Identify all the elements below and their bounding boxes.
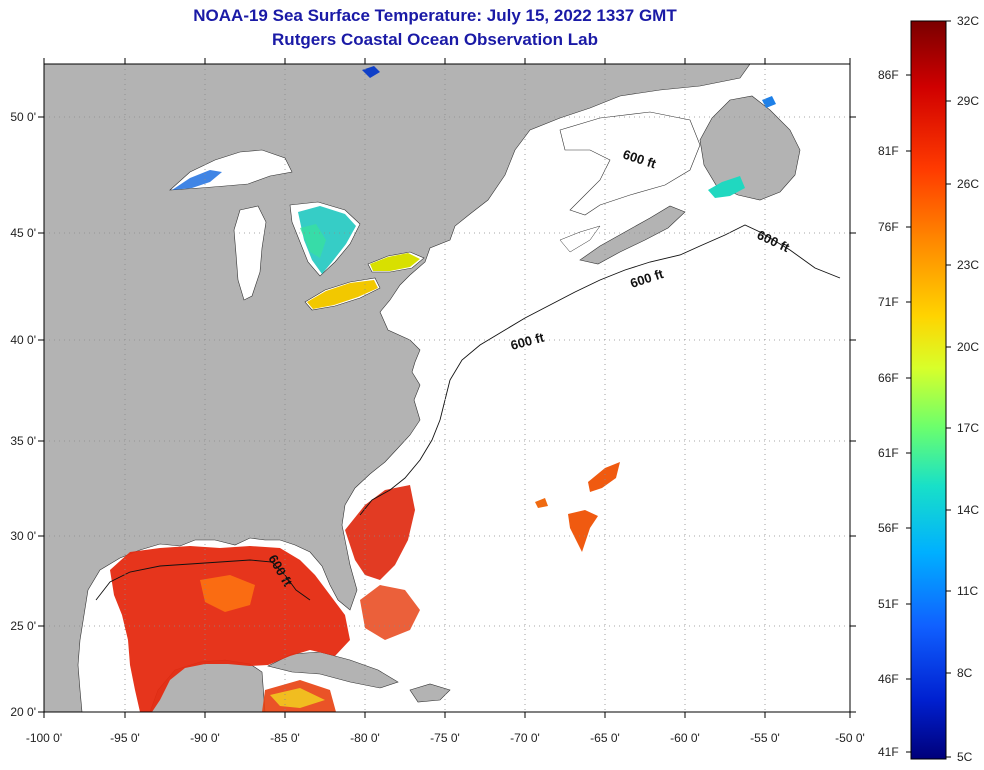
colorbar-celsius-label: 23C xyxy=(957,258,980,272)
latitude-label: 25 0' xyxy=(10,619,36,633)
colorbar xyxy=(910,20,947,760)
longitude-label: -55 0' xyxy=(750,731,780,745)
colorbar-celsius-label: 8C xyxy=(957,666,973,680)
latitude-label: 30 0' xyxy=(10,529,36,543)
colorbar-fahrenheit-label: 51F xyxy=(878,597,899,611)
colorbar-fahrenheit-label: 46F xyxy=(878,672,899,686)
sst-atlantic-florida xyxy=(345,485,415,580)
colorbar-celsius-label: 14C xyxy=(957,503,980,517)
colorbar-celsius-label: 26C xyxy=(957,177,980,191)
colorbar-fahrenheit-label: 41F xyxy=(878,745,899,759)
land-nova-scotia xyxy=(579,205,686,265)
isobath-600ft-atlantic xyxy=(439,224,841,421)
latitude-label: 40 0' xyxy=(10,333,36,347)
sst-hudson xyxy=(362,66,380,78)
colorbar-celsius-label: 20C xyxy=(957,340,980,354)
plot-frame xyxy=(43,63,851,713)
sst-lake-erie xyxy=(307,280,378,309)
latitude-label: 35 0' xyxy=(10,434,36,448)
graticule xyxy=(44,64,850,712)
colorbar-celsius-label: 17C xyxy=(957,421,980,435)
sst-sargasso-2 xyxy=(568,510,598,552)
longitude-label: -90 0' xyxy=(190,731,220,745)
longitude-label: -100 0' xyxy=(26,731,62,745)
colorbar-celsius-label: 5C xyxy=(957,750,973,764)
longitude-label: -95 0' xyxy=(110,731,140,745)
latitude-labels: 50 0' 45 0' 40 0' 35 0' 30 0' 25 0' 20 0' xyxy=(10,110,36,719)
colorbar-fahrenheit-label: 76F xyxy=(878,220,899,234)
lake-michigan xyxy=(233,205,267,301)
sst-gulf-of-mexico xyxy=(110,546,350,712)
longitude-label: -60 0' xyxy=(670,731,700,745)
latitude-label: 20 0' xyxy=(10,705,36,719)
longitude-label: -50 0' xyxy=(835,731,865,745)
colorbar-fahrenheit-label: 81F xyxy=(878,144,899,158)
colorbar-fahrenheit-label: 61F xyxy=(878,446,899,460)
longitude-labels: -100 0' -95 0' -90 0' -85 0' -80 0' -75 0' -70… xyxy=(26,731,865,745)
longitude-label: -75 0' xyxy=(430,731,460,745)
sst-caribbean-yellow xyxy=(270,688,325,708)
isobath-600ft-southeast xyxy=(359,419,441,516)
sst-lake-huron xyxy=(298,206,356,274)
longitude-label: -70 0' xyxy=(510,731,540,745)
colorbar-fahrenheit-label: 56F xyxy=(878,521,899,535)
longitude-label: -85 0' xyxy=(270,731,300,745)
colorbar-fahrenheit-label: 66F xyxy=(878,371,899,385)
colorbar-fahrenheit-label: 86F xyxy=(878,68,899,82)
latitude-label: 45 0' xyxy=(10,226,36,240)
sst-sargasso-3 xyxy=(535,498,548,508)
sst-newfoundland xyxy=(708,176,745,198)
colorbar-celsius-label: 29C xyxy=(957,94,980,108)
sst-gulf-highlight xyxy=(200,575,255,612)
sst-lake-superior xyxy=(172,170,222,190)
longitude-label: -65 0' xyxy=(590,731,620,745)
colorbar-celsius-label: 11C xyxy=(957,584,979,598)
map-subtitle: Rutgers Coastal Ocean Observation Lab xyxy=(272,30,598,49)
colorbar-fahrenheit-label: 71F xyxy=(878,295,899,309)
latitude-label: 50 0' xyxy=(10,110,36,124)
colorbar-celsius-label: 32C xyxy=(957,14,980,28)
isobath-600ft-gulf xyxy=(95,559,311,601)
colorbar-ticks xyxy=(906,20,951,758)
sst-labrador xyxy=(762,96,776,108)
land-north-america xyxy=(44,64,751,712)
gulf-st-lawrence xyxy=(559,111,701,216)
sst-sargasso-1 xyxy=(588,462,620,492)
land-cuba xyxy=(267,651,399,689)
sst-lake-ontario xyxy=(370,253,420,271)
frame-ticks xyxy=(38,58,856,718)
map-title: NOAA-19 Sea Surface Temperature: July 15… xyxy=(193,6,677,25)
longitude-label: -80 0' xyxy=(350,731,380,745)
sst-lake-michigan xyxy=(300,224,326,258)
